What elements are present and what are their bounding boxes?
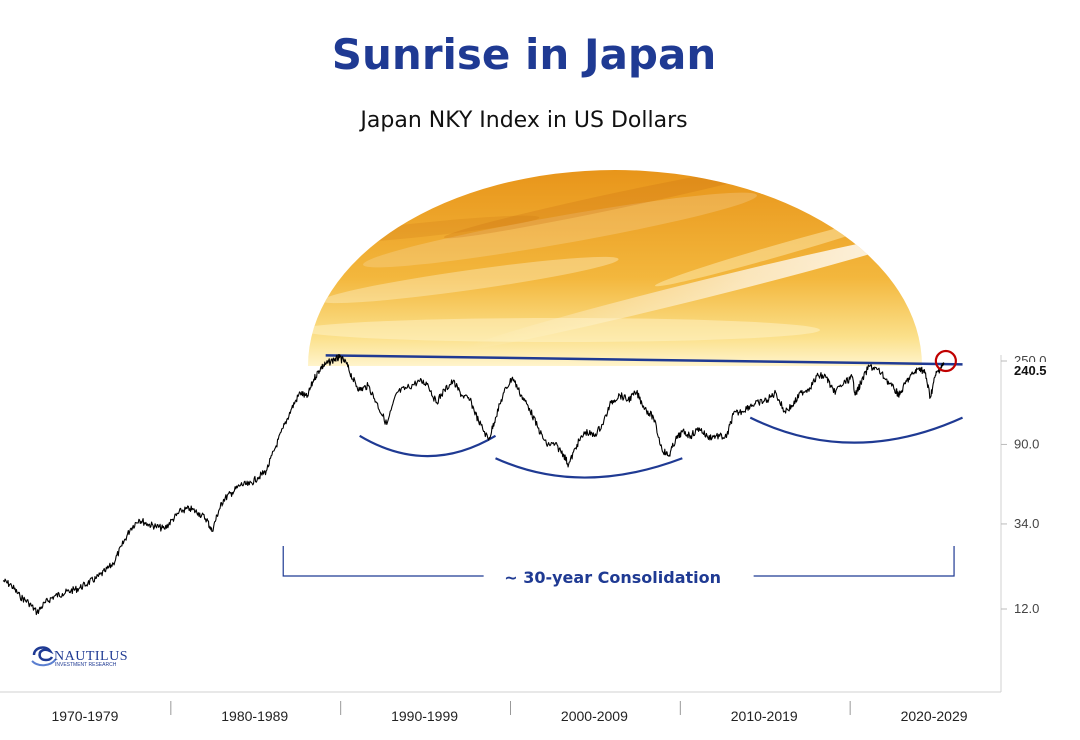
base-arc [359, 434, 497, 458]
resistance-trendline [325, 354, 963, 366]
base-arc [749, 416, 963, 444]
last-value-label: 240.5 [1003, 362, 1047, 378]
consolidation-bracket: ~ 30-year Consolidation [282, 546, 955, 587]
sunrise-dome-shape [308, 170, 922, 366]
last-value-text: 240.5 [1014, 363, 1047, 378]
consolidation-label: ~ 30-year Consolidation [504, 568, 721, 587]
x-tick-label: 1990-1999 [391, 708, 458, 724]
breakout-highlight-circle [934, 349, 957, 373]
y-tick-label: 34.0 [1014, 516, 1039, 531]
x-tick-label: 1980-1989 [221, 708, 288, 724]
bracket-left-arm [282, 546, 484, 577]
x-tick-label: 1970-1979 [51, 708, 118, 724]
nautilus-logo: NAUTILUS INVESTMENT RESEARCH [31, 646, 128, 668]
chart-title: Sunrise in Japan [331, 30, 717, 79]
x-tick-label: 2010-2019 [731, 708, 798, 724]
logo-tagline: INVESTMENT RESEARCH [55, 662, 117, 668]
price-series-line [2, 353, 945, 616]
y-tick-label: 12.0 [1014, 601, 1039, 616]
bracket-right-arm [753, 546, 955, 577]
x-tick-label: 2000-2009 [561, 708, 628, 724]
logo-name: NAUTILUS [54, 649, 128, 664]
nautilus-wave-icon [31, 646, 57, 667]
x-axis-ticks: 1970-1979 1980-1989 1990-1999 2000-2009 2010… [51, 701, 968, 724]
sunrise-dome [308, 170, 922, 366]
x-tick-label: 2020-2029 [901, 708, 968, 724]
consolidation-bases [359, 416, 963, 479]
base-arc [495, 457, 683, 479]
y-tick-label: 90.0 [1014, 436, 1039, 451]
chart-subtitle: Japan NKY Index in US Dollars [360, 108, 688, 133]
